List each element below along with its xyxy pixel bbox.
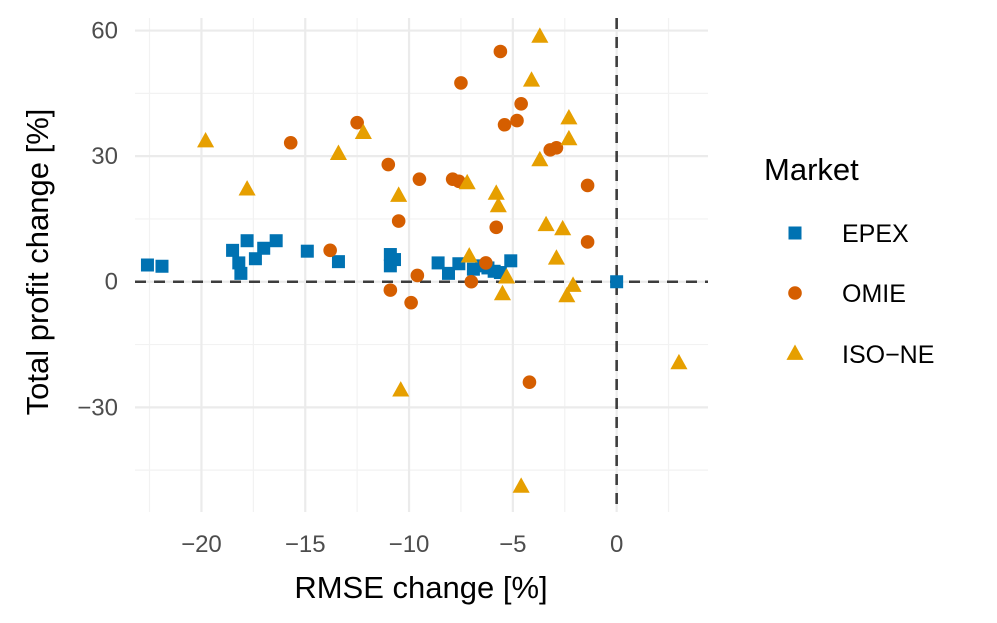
omie-point (323, 243, 337, 258)
iso-ne-point (392, 381, 410, 397)
legend-key-epex (788, 226, 802, 240)
omie-point (514, 97, 528, 111)
omie-point (350, 115, 364, 130)
epex-point (300, 244, 314, 258)
legend-label-omie: OMIE (842, 280, 906, 308)
omie-point (383, 283, 398, 297)
major-gridlines (135, 18, 708, 512)
x-tick-label: 0 (610, 531, 623, 558)
iso-ne-point (537, 215, 555, 232)
omie-point (510, 113, 524, 128)
iso-ne-point (560, 129, 578, 146)
iso-ne-point (531, 150, 549, 167)
omie-point (412, 172, 427, 186)
y-tick-label: 0 (105, 269, 118, 296)
iso-ne-point (560, 108, 578, 125)
y-tick-label: −30 (77, 394, 118, 421)
iso-ne-point (512, 477, 530, 493)
omie-point (381, 157, 396, 172)
iso-ne-point (487, 184, 505, 200)
legend-label-iso-ne: ISO−NE (842, 341, 934, 369)
epex-point (240, 234, 254, 248)
iso-ne-point (197, 132, 215, 148)
iso-ne-point (558, 286, 576, 303)
iso-ne-point (238, 180, 256, 196)
epex-point (248, 252, 262, 266)
x-tick-label: −10 (389, 531, 430, 558)
epex-point (226, 243, 240, 257)
epex-point (232, 256, 246, 270)
iso-ne-point (547, 249, 565, 265)
omie-point (580, 235, 595, 249)
iso-ne-point (390, 186, 408, 202)
reference-lines (135, 18, 708, 512)
iso-ne-point (329, 144, 348, 160)
omie-point (549, 140, 564, 155)
epex-point (269, 234, 283, 248)
iso-ne-point (460, 247, 478, 263)
iso-ne-point (489, 196, 507, 213)
omie-point (497, 117, 512, 132)
y-tick-label: 30 (91, 143, 118, 170)
legend-title: Market (764, 152, 859, 187)
y-tick-label: 60 (91, 18, 118, 45)
omie-point (580, 178, 595, 193)
epex-point (140, 258, 154, 272)
legend-key-iso-ne (786, 344, 804, 360)
omie-point (479, 256, 493, 270)
omie-point (410, 268, 425, 283)
data-points (140, 27, 688, 493)
epex-point (431, 256, 445, 270)
iso-ne-point (564, 276, 582, 292)
iso-ne-point (458, 173, 476, 190)
x-axis-tick-labels: −20 −15 −10 −5 0 (181, 531, 623, 558)
minor-gridlines (135, 18, 708, 512)
epex-point (155, 259, 169, 273)
epex-point (388, 253, 402, 267)
omie-point (464, 274, 479, 289)
x-tick-label: −5 (499, 531, 526, 558)
legend: Market EPEX OMIE ISO−NE (764, 152, 934, 369)
y-axis-tick-labels: −30 0 30 60 (77, 18, 118, 422)
iso-ne-point (522, 71, 541, 87)
omie-point (493, 44, 508, 59)
iso-ne-point (554, 219, 572, 236)
omie-point (283, 135, 298, 150)
iso-ne-point (531, 27, 549, 43)
x-tick-label: −15 (285, 531, 326, 558)
epex-point (257, 241, 271, 255)
epex-point (504, 254, 518, 268)
epex-point (441, 266, 455, 280)
iso-ne-point (493, 284, 512, 301)
iso-ne-point (354, 123, 372, 140)
iso-ne-point (670, 353, 688, 370)
epex-point (610, 275, 624, 289)
omie-point (391, 214, 406, 228)
x-axis-title: RMSE change [%] (294, 570, 547, 605)
epex-point (331, 255, 345, 269)
omie-point (489, 220, 504, 235)
iso-ne-point (498, 268, 516, 284)
legend-key-omie (788, 286, 802, 300)
omie-point (454, 76, 468, 90)
legend-label-epex: EPEX (842, 220, 909, 248)
omie-point (522, 375, 537, 390)
epex-point (234, 266, 248, 280)
y-axis-title: Total profit change [%] (20, 109, 55, 416)
x-tick-label: −20 (181, 531, 222, 558)
omie-point (404, 295, 418, 310)
